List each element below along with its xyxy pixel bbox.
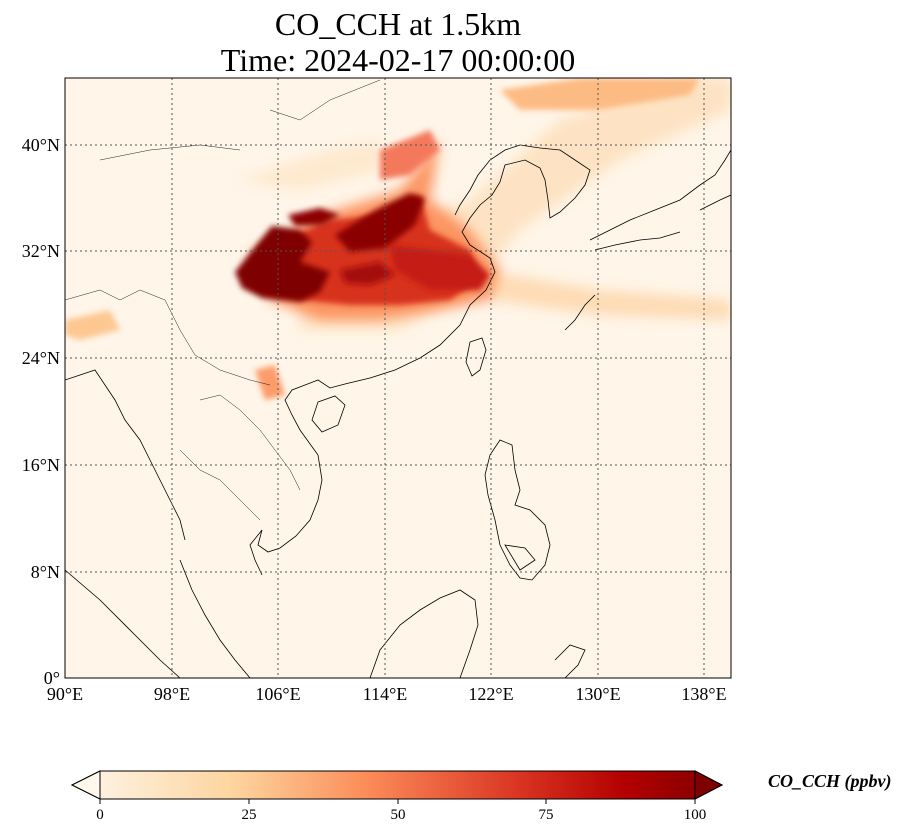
lon-tick-98e: 98°E: [153, 684, 191, 704]
colorbar-tick-50: 50: [390, 807, 406, 823]
lon-tick-130e: 130°E: [575, 684, 621, 704]
coastlines: [65, 144, 731, 678]
map-background: [65, 78, 731, 678]
colorbar-tick-0: 0: [96, 807, 104, 823]
co-concentration-field: [65, 78, 731, 400]
lat-tick-16n: 16°N: [21, 455, 60, 475]
colorbar-tick-25: 25: [241, 807, 257, 823]
lon-tick-122e: 122°E: [468, 684, 514, 704]
lat-tick-0: 0°: [43, 668, 60, 688]
colorbar-tick-100: 100: [683, 807, 707, 823]
map-title: CO_CCH at 1.5km: [274, 6, 522, 42]
colorbar-tick-75: 75: [538, 807, 554, 823]
map-subtitle: Time: 2024-02-17 00:00:00: [220, 42, 576, 78]
colorbar-label: CO_CCH (ppbv): [768, 771, 892, 791]
map-frame: [64, 77, 732, 679]
lon-tick-90e: 90°E: [46, 684, 84, 704]
lon-tick-106e: 106°E: [255, 684, 301, 704]
lon-tick-138e: 138°E: [681, 684, 727, 704]
lat-tick-32n: 32°N: [21, 241, 60, 261]
colorbar: [70, 770, 724, 804]
lat-tick-8n: 8°N: [30, 562, 60, 582]
gridlines: [65, 78, 731, 678]
lon-tick-114e: 114°E: [362, 684, 408, 704]
lat-tick-40n: 40°N: [21, 135, 60, 155]
lat-tick-24n: 24°N: [21, 348, 60, 368]
